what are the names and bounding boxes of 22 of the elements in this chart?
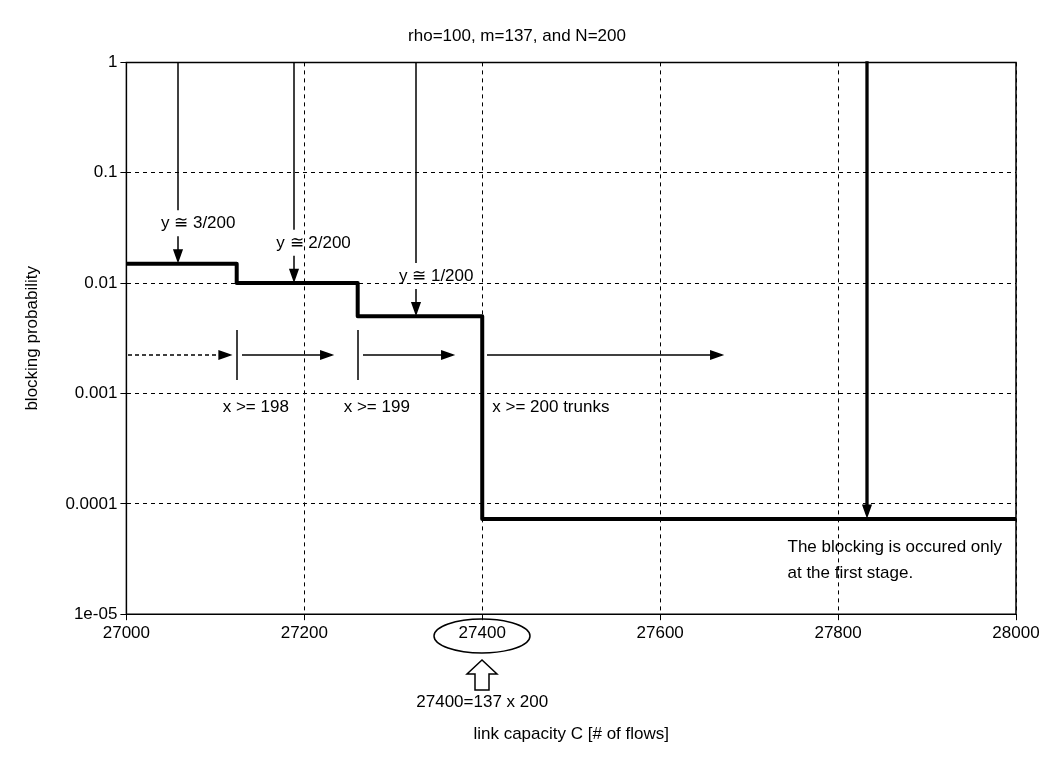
y-tick-label: 0.01 [84, 272, 118, 292]
annotation: The blocking is occured only at the first stage. [787, 536, 1003, 582]
text: 27400=137 x 200 [416, 691, 549, 711]
x-tick-label: 27800 [814, 623, 862, 643]
annotation: x >= 198 [222, 396, 289, 416]
x-axis-title: link capacity C [# of flows] [473, 724, 669, 744]
y-tick-label: 0.0001 [65, 493, 118, 513]
y-tick-label: 1 [107, 52, 118, 72]
x-tick-label: 27400 [458, 623, 506, 643]
annotation: y ≅ 3/200 [160, 213, 236, 233]
annotation: y ≅ 2/200 [276, 232, 351, 252]
x-tick-label: 28000 [992, 623, 1040, 643]
x-tick-label: 27200 [280, 623, 328, 643]
y-axis-title: blocking probability [21, 265, 41, 411]
annotation: x >= 200 trunks [492, 396, 610, 416]
x-tick-label: 27000 [102, 623, 151, 643]
y-tick-label: 0.1 [93, 162, 118, 182]
annotation: x >= 199 [343, 396, 410, 416]
x-tick-label: 27600 [636, 623, 684, 643]
chart-title: rho=100, m=137, and N=200 [408, 25, 626, 45]
y-tick-label: 0.001 [74, 383, 118, 403]
y-tick-label: 1e-05 [73, 603, 118, 623]
